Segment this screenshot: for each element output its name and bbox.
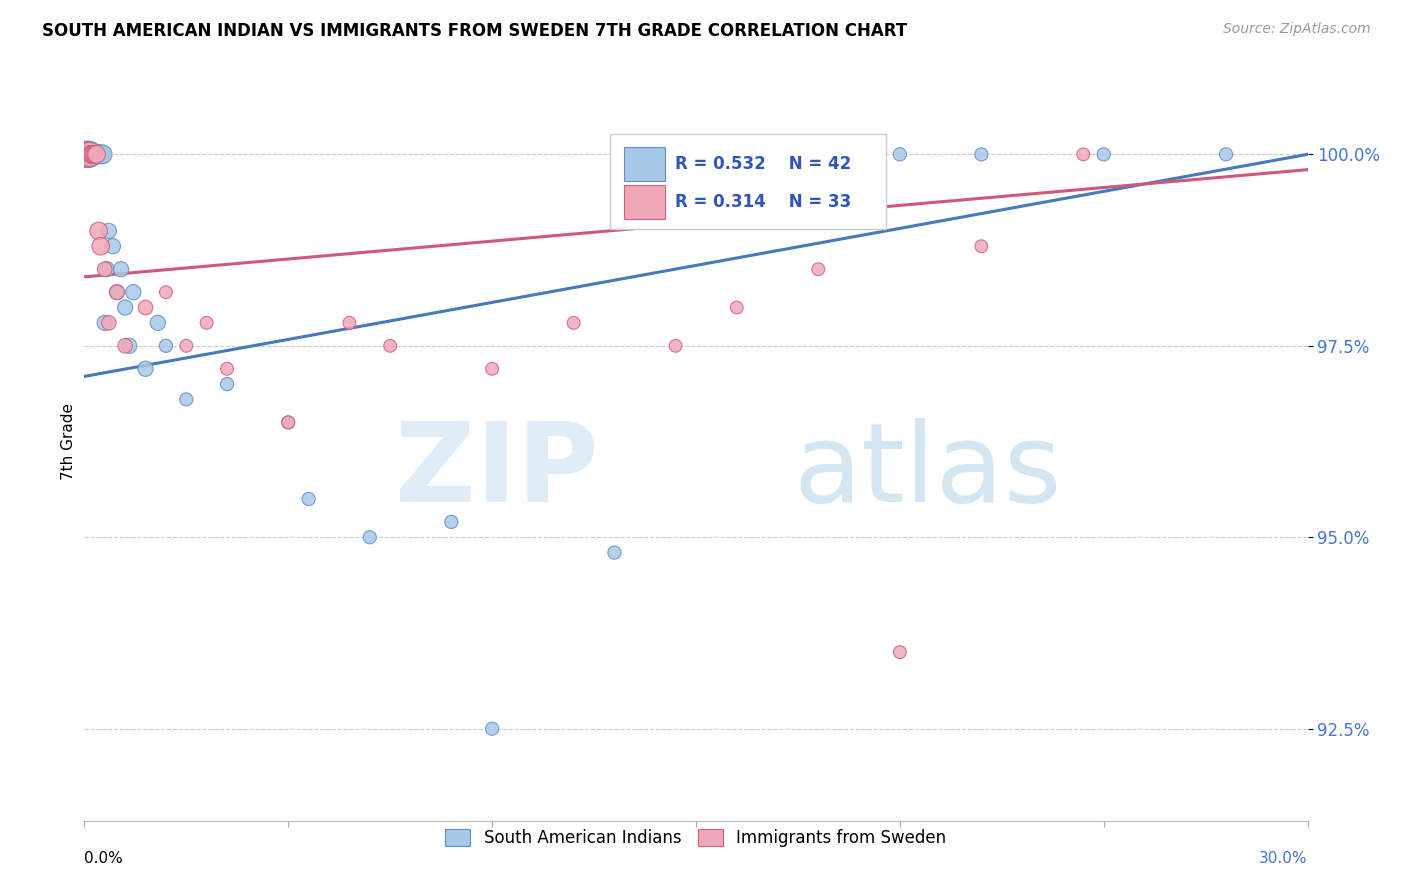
Point [298, 491, 321, 506]
Point [76, 147, 98, 161]
Point [91, 147, 114, 161]
Point [174, 392, 197, 407]
Text: atlas: atlas [794, 418, 1063, 525]
Point [75, 147, 97, 161]
Point [603, 545, 626, 559]
Point [96, 262, 118, 277]
Point [685, 147, 707, 161]
Text: 30.0%: 30.0% [1260, 851, 1308, 866]
Text: R = 0.532    N = 42: R = 0.532 N = 42 [675, 155, 852, 173]
Point [1073, 147, 1095, 161]
Point [93, 262, 115, 277]
Point [80, 147, 103, 161]
FancyBboxPatch shape [624, 185, 665, 219]
Point [97, 316, 120, 330]
Text: SOUTH AMERICAN INDIAN VS IMMIGRANTS FROM SWEDEN 7TH GRADE CORRELATION CHART: SOUTH AMERICAN INDIAN VS IMMIGRANTS FROM… [42, 22, 907, 40]
Point [105, 285, 128, 300]
Point [77, 147, 100, 161]
Point [82, 147, 104, 161]
Point [118, 339, 141, 353]
Point [889, 645, 911, 659]
Point [807, 147, 830, 161]
Point [77, 147, 100, 161]
Point [84, 147, 107, 161]
Legend: South American Indians, Immigrants from Sweden: South American Indians, Immigrants from … [439, 822, 953, 854]
Point [79, 147, 101, 161]
Point [807, 262, 830, 277]
Point [86, 147, 108, 161]
Point [114, 301, 136, 315]
Point [217, 377, 239, 392]
Point [135, 361, 157, 376]
Point [195, 316, 218, 330]
Point [146, 316, 169, 330]
Point [84, 147, 107, 161]
Point [82, 147, 104, 161]
Point [97, 224, 120, 238]
Point [105, 285, 128, 300]
Point [481, 722, 503, 736]
Point [970, 147, 993, 161]
Point [79, 147, 101, 161]
Point [155, 285, 177, 300]
Point [665, 339, 688, 353]
Point [82, 147, 104, 161]
Point [75, 147, 97, 161]
Point [1215, 147, 1237, 161]
Point [135, 301, 157, 315]
Point [110, 262, 132, 277]
Text: R = 0.314    N = 33: R = 0.314 N = 33 [675, 193, 852, 211]
FancyBboxPatch shape [624, 146, 665, 181]
Point [440, 515, 463, 529]
Point [277, 416, 299, 430]
Point [481, 361, 503, 376]
Point [217, 361, 239, 376]
Point [93, 316, 115, 330]
Point [970, 239, 993, 253]
Point [76, 147, 98, 161]
Point [122, 285, 145, 300]
Y-axis label: 7th Grade: 7th Grade [60, 403, 76, 480]
Point [380, 339, 402, 353]
Point [77, 147, 100, 161]
Text: Source: ZipAtlas.com: Source: ZipAtlas.com [1223, 22, 1371, 37]
Text: ZIP: ZIP [395, 418, 598, 525]
Point [889, 147, 911, 161]
Point [359, 530, 381, 544]
Point [77, 147, 100, 161]
Point [90, 147, 112, 161]
Point [80, 147, 103, 161]
Point [114, 339, 136, 353]
Point [82, 147, 104, 161]
Text: 0.0%: 0.0% [84, 851, 124, 866]
Point [83, 147, 105, 161]
Point [1092, 147, 1115, 161]
Point [87, 224, 110, 238]
Point [101, 239, 124, 253]
Point [87, 147, 110, 161]
Point [339, 316, 361, 330]
Point [174, 339, 197, 353]
Point [86, 147, 108, 161]
Point [86, 147, 108, 161]
Point [89, 147, 111, 161]
Point [725, 301, 748, 315]
Point [90, 239, 112, 253]
Point [562, 316, 585, 330]
Point [83, 147, 105, 161]
FancyBboxPatch shape [610, 135, 886, 229]
Point [155, 339, 177, 353]
Point [277, 416, 299, 430]
